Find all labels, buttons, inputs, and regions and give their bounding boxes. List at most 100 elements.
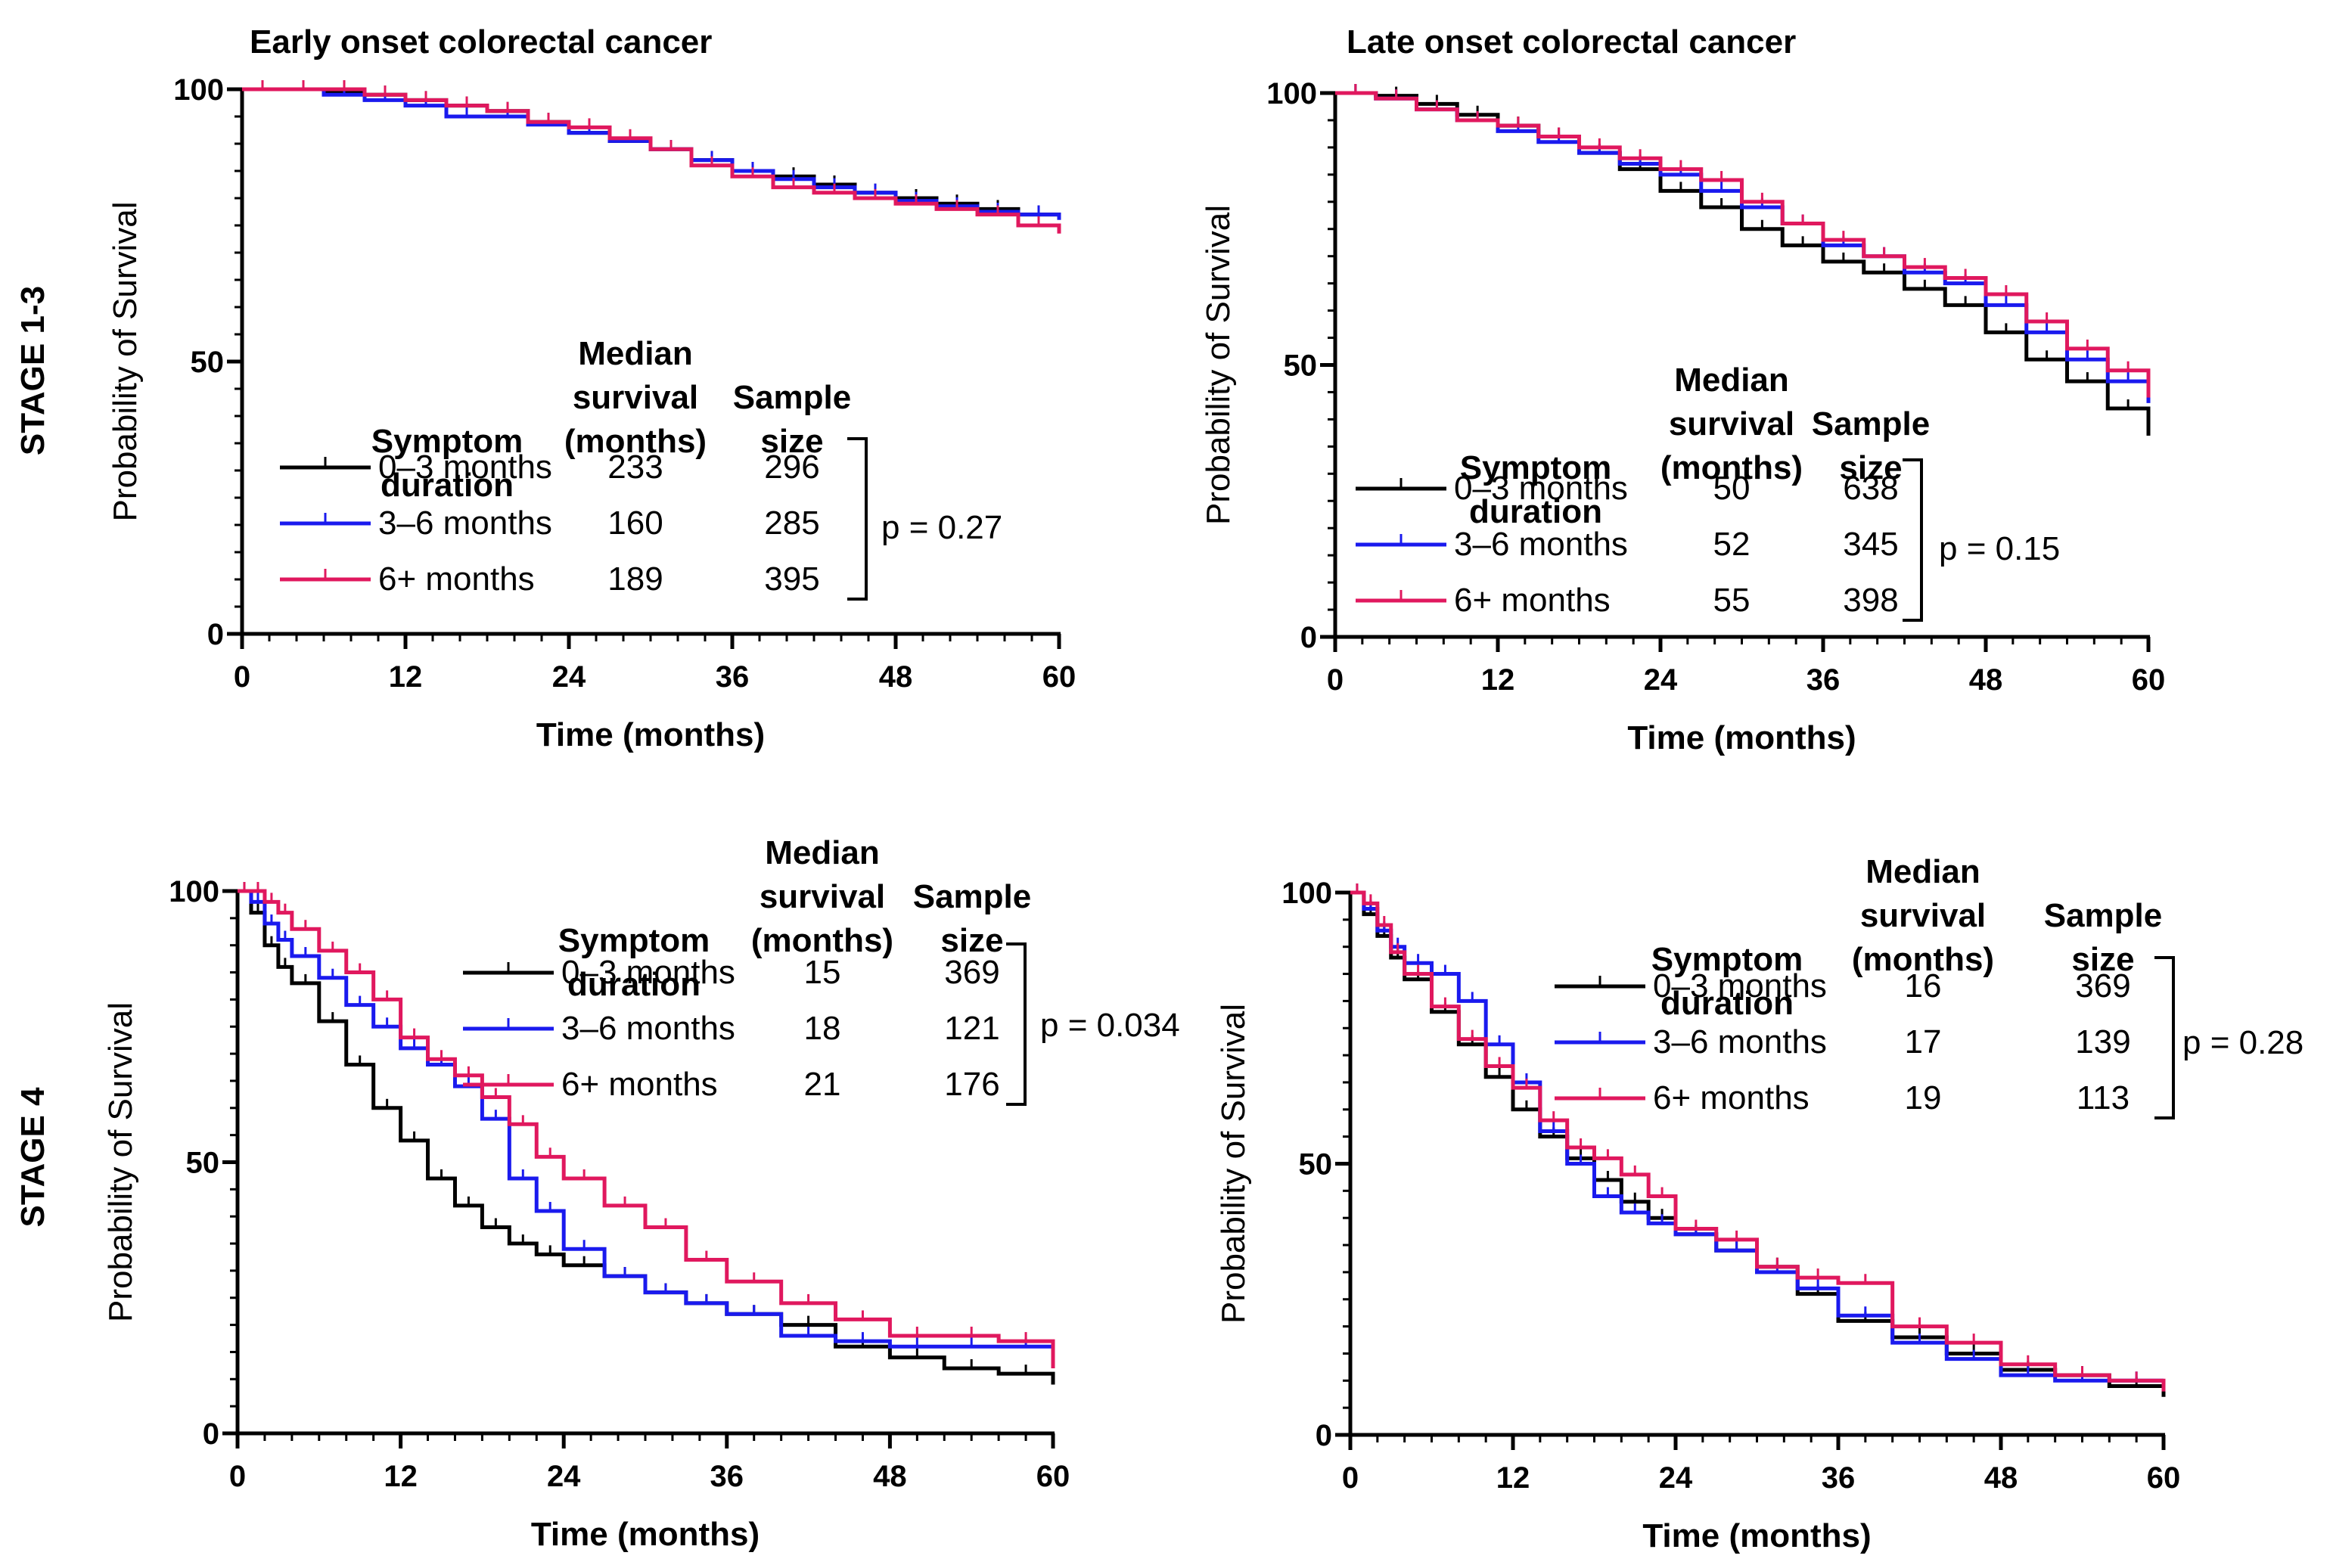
row-label-stage-4: STAGE 4 (14, 1087, 51, 1228)
y-axis-label: Probability of Survival (102, 1002, 139, 1322)
y-tick-label: 100 (173, 73, 224, 107)
chart-title: Early onset colorectal cancer (250, 23, 712, 61)
legend-sample-value: 369 (2075, 967, 2130, 1004)
legend-series-name: 3–6 months (378, 505, 552, 542)
legend-sample-value: 395 (764, 560, 819, 598)
legend-sample-value: 638 (1843, 470, 1898, 507)
y-tick-label: 100 (1266, 77, 1317, 110)
legend-series-name: 0–3 months (1454, 470, 1628, 507)
chart-title: Late onset colorectal cancer (1347, 23, 1796, 61)
legend-header-symptom: Symptom (1651, 941, 1803, 978)
y-tick-label: 50 (1299, 1148, 1333, 1181)
legend-header-sample: Sample (733, 379, 852, 416)
legend-header-symptom: Symptom (371, 423, 523, 460)
p-value-label: p = 0.15 (1939, 530, 2060, 567)
x-tick-label: 60 (2147, 1461, 2181, 1495)
legend-header-sample: Sample (913, 878, 1032, 915)
x-tick-label: 36 (1822, 1461, 1856, 1495)
legend-header-sample: size (1839, 449, 1902, 486)
y-tick-label: 100 (1281, 877, 1332, 910)
y-axis-label: Probability of Survival (1215, 1004, 1252, 1324)
legend-median-value: 52 (1713, 526, 1751, 563)
legend-header-sample: Sample (1812, 405, 1931, 442)
y-tick-label: 100 (169, 875, 219, 908)
legend-sample-value: 121 (944, 1010, 999, 1047)
legend-sample-value: 369 (944, 954, 999, 991)
x-tick-label: 48 (873, 1460, 907, 1493)
legend-header-median: (months) (1852, 941, 1994, 978)
legend-header-symptom: Symptom (1460, 449, 1611, 486)
x-tick-label: 60 (2132, 663, 2166, 697)
p-value-bracket (1903, 458, 1923, 622)
legend-series-name: 0–3 months (378, 449, 552, 486)
legend-series-name: 6+ months (561, 1066, 718, 1103)
panel-1: Late onset colorectal cancer 0 50 100 0 12 24 3… (1200, 23, 2165, 756)
survival-curve-0 (1335, 91, 2151, 436)
legend-sample-value: 345 (1843, 526, 1898, 563)
legend-header-median: Median (578, 335, 693, 372)
legend-series-name: 6+ months (1653, 1079, 1810, 1116)
legend-table: SymptomdurationMediansurvival(months)Sam… (463, 834, 1180, 1106)
legend-median-value: 55 (1713, 582, 1751, 619)
legend-median-value: 16 (1905, 967, 1942, 1004)
y-axis-label: Probability of Survival (107, 201, 144, 521)
p-value-label: p = 0.28 (2182, 1024, 2303, 1061)
legend-header-median: survival (760, 878, 885, 915)
legend-table: SymptomdurationMediansurvival(months)Sam… (1356, 362, 2060, 622)
legend-median-value: 15 (804, 954, 841, 991)
legend-sample-value: 285 (764, 505, 819, 542)
survival-curve-0 (242, 87, 1061, 218)
x-tick-label: 0 (229, 1460, 246, 1493)
legend-header-sample: Sample (2044, 897, 2163, 934)
legend-sample-value: 398 (1843, 582, 1898, 619)
y-axis-label: Probability of Survival (1200, 205, 1237, 525)
x-tick-label: 24 (1644, 663, 1678, 697)
legend-header-median: (months) (751, 922, 893, 959)
legend-series-name: 6+ months (1454, 582, 1611, 619)
legend-sample-value: 296 (764, 449, 819, 486)
x-tick-label: 48 (1969, 663, 2003, 697)
legend-median-value: 19 (1905, 1079, 1942, 1116)
y-tick-label: 0 (1316, 1419, 1332, 1452)
legend-header-median: survival (1860, 897, 1986, 934)
p-value-label: p = 0.034 (1040, 1007, 1180, 1044)
survival-curve-2 (1350, 890, 2166, 1392)
row-label-stage-1-3: STAGE 1-3 (14, 286, 51, 455)
x-tick-label: 36 (716, 660, 750, 694)
x-tick-label: 36 (710, 1460, 744, 1493)
legend-series-name: 0–3 months (561, 954, 735, 991)
legend-header-sample: size (940, 922, 1003, 959)
x-tick-label: 36 (1806, 663, 1841, 697)
legend-header-median: Median (1865, 853, 1980, 890)
legend-header-symptom: duration (1660, 985, 1794, 1022)
legend-median-value: 233 (607, 449, 663, 486)
panel-2: 0 50 100 0 12 24 36 48 60 Time (months) Probabilit… (102, 834, 1180, 1553)
x-tick-label: 24 (547, 1460, 581, 1493)
y-tick-label: 0 (1300, 621, 1317, 654)
legend-header-symptom: duration (567, 966, 701, 1003)
x-tick-label: 0 (1327, 663, 1344, 697)
legend-header-sample: size (760, 423, 823, 460)
x-tick-label: 12 (1481, 663, 1515, 697)
legend-series-name: 3–6 months (1454, 526, 1628, 563)
x-axis-label: Time (months) (536, 716, 765, 753)
legend-median-value: 160 (607, 505, 663, 542)
legend-median-value: 21 (804, 1066, 841, 1103)
y-tick-label: 0 (207, 618, 224, 651)
legend-series-name: 3–6 months (561, 1010, 735, 1047)
x-tick-label: 48 (1984, 1461, 2018, 1495)
x-tick-label: 24 (552, 660, 586, 694)
x-axis-label: Time (months) (531, 1516, 760, 1553)
legend-header-median: (months) (564, 423, 707, 460)
legend-median-value: 189 (607, 560, 663, 598)
legend-median-value: 50 (1713, 470, 1751, 507)
x-axis-label: Time (months) (1642, 1517, 1871, 1554)
panel-3: 0 50 100 0 12 24 36 48 60 Time (months) Probabilit… (1215, 853, 2303, 1554)
legend-header-symptom: duration (381, 467, 514, 504)
x-tick-label: 60 (1042, 660, 1076, 694)
legend-series-name: 0–3 months (1653, 967, 1827, 1004)
x-tick-label: 0 (234, 660, 250, 694)
y-tick-label: 0 (203, 1417, 219, 1451)
y-tick-label: 50 (186, 1147, 220, 1180)
x-axis-label: Time (months) (1627, 719, 1856, 756)
